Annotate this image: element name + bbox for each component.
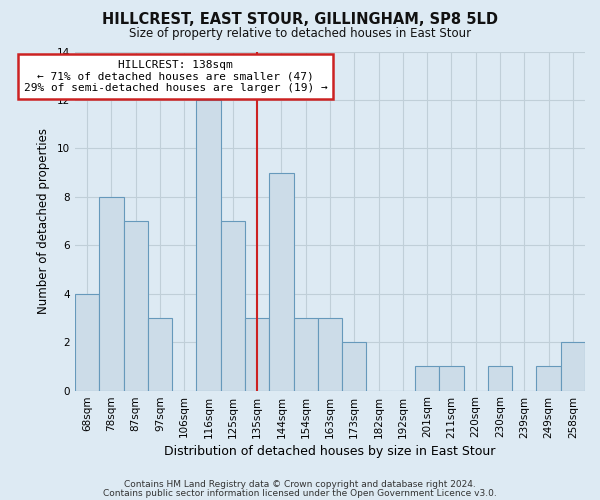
Text: HILLCREST: 138sqm
← 71% of detached houses are smaller (47)
29% of semi-detached: HILLCREST: 138sqm ← 71% of detached hous… <box>24 60 328 93</box>
Bar <box>124 221 148 390</box>
Text: HILLCREST, EAST STOUR, GILLINGHAM, SP8 5LD: HILLCREST, EAST STOUR, GILLINGHAM, SP8 5… <box>102 12 498 28</box>
Bar <box>269 172 293 390</box>
Y-axis label: Number of detached properties: Number of detached properties <box>37 128 50 314</box>
Bar <box>196 100 221 390</box>
Text: Contains public sector information licensed under the Open Government Licence v3: Contains public sector information licen… <box>103 488 497 498</box>
X-axis label: Distribution of detached houses by size in East Stour: Distribution of detached houses by size … <box>164 444 496 458</box>
Bar <box>293 318 318 390</box>
Bar <box>318 318 342 390</box>
Bar <box>439 366 464 390</box>
Bar <box>221 221 245 390</box>
Bar <box>488 366 512 390</box>
Text: Contains HM Land Registry data © Crown copyright and database right 2024.: Contains HM Land Registry data © Crown c… <box>124 480 476 489</box>
Bar <box>415 366 439 390</box>
Bar <box>148 318 172 390</box>
Bar <box>99 197 124 390</box>
Bar <box>536 366 561 390</box>
Bar <box>75 294 99 390</box>
Bar <box>245 318 269 390</box>
Text: Size of property relative to detached houses in East Stour: Size of property relative to detached ho… <box>129 28 471 40</box>
Bar <box>561 342 585 390</box>
Bar <box>342 342 367 390</box>
